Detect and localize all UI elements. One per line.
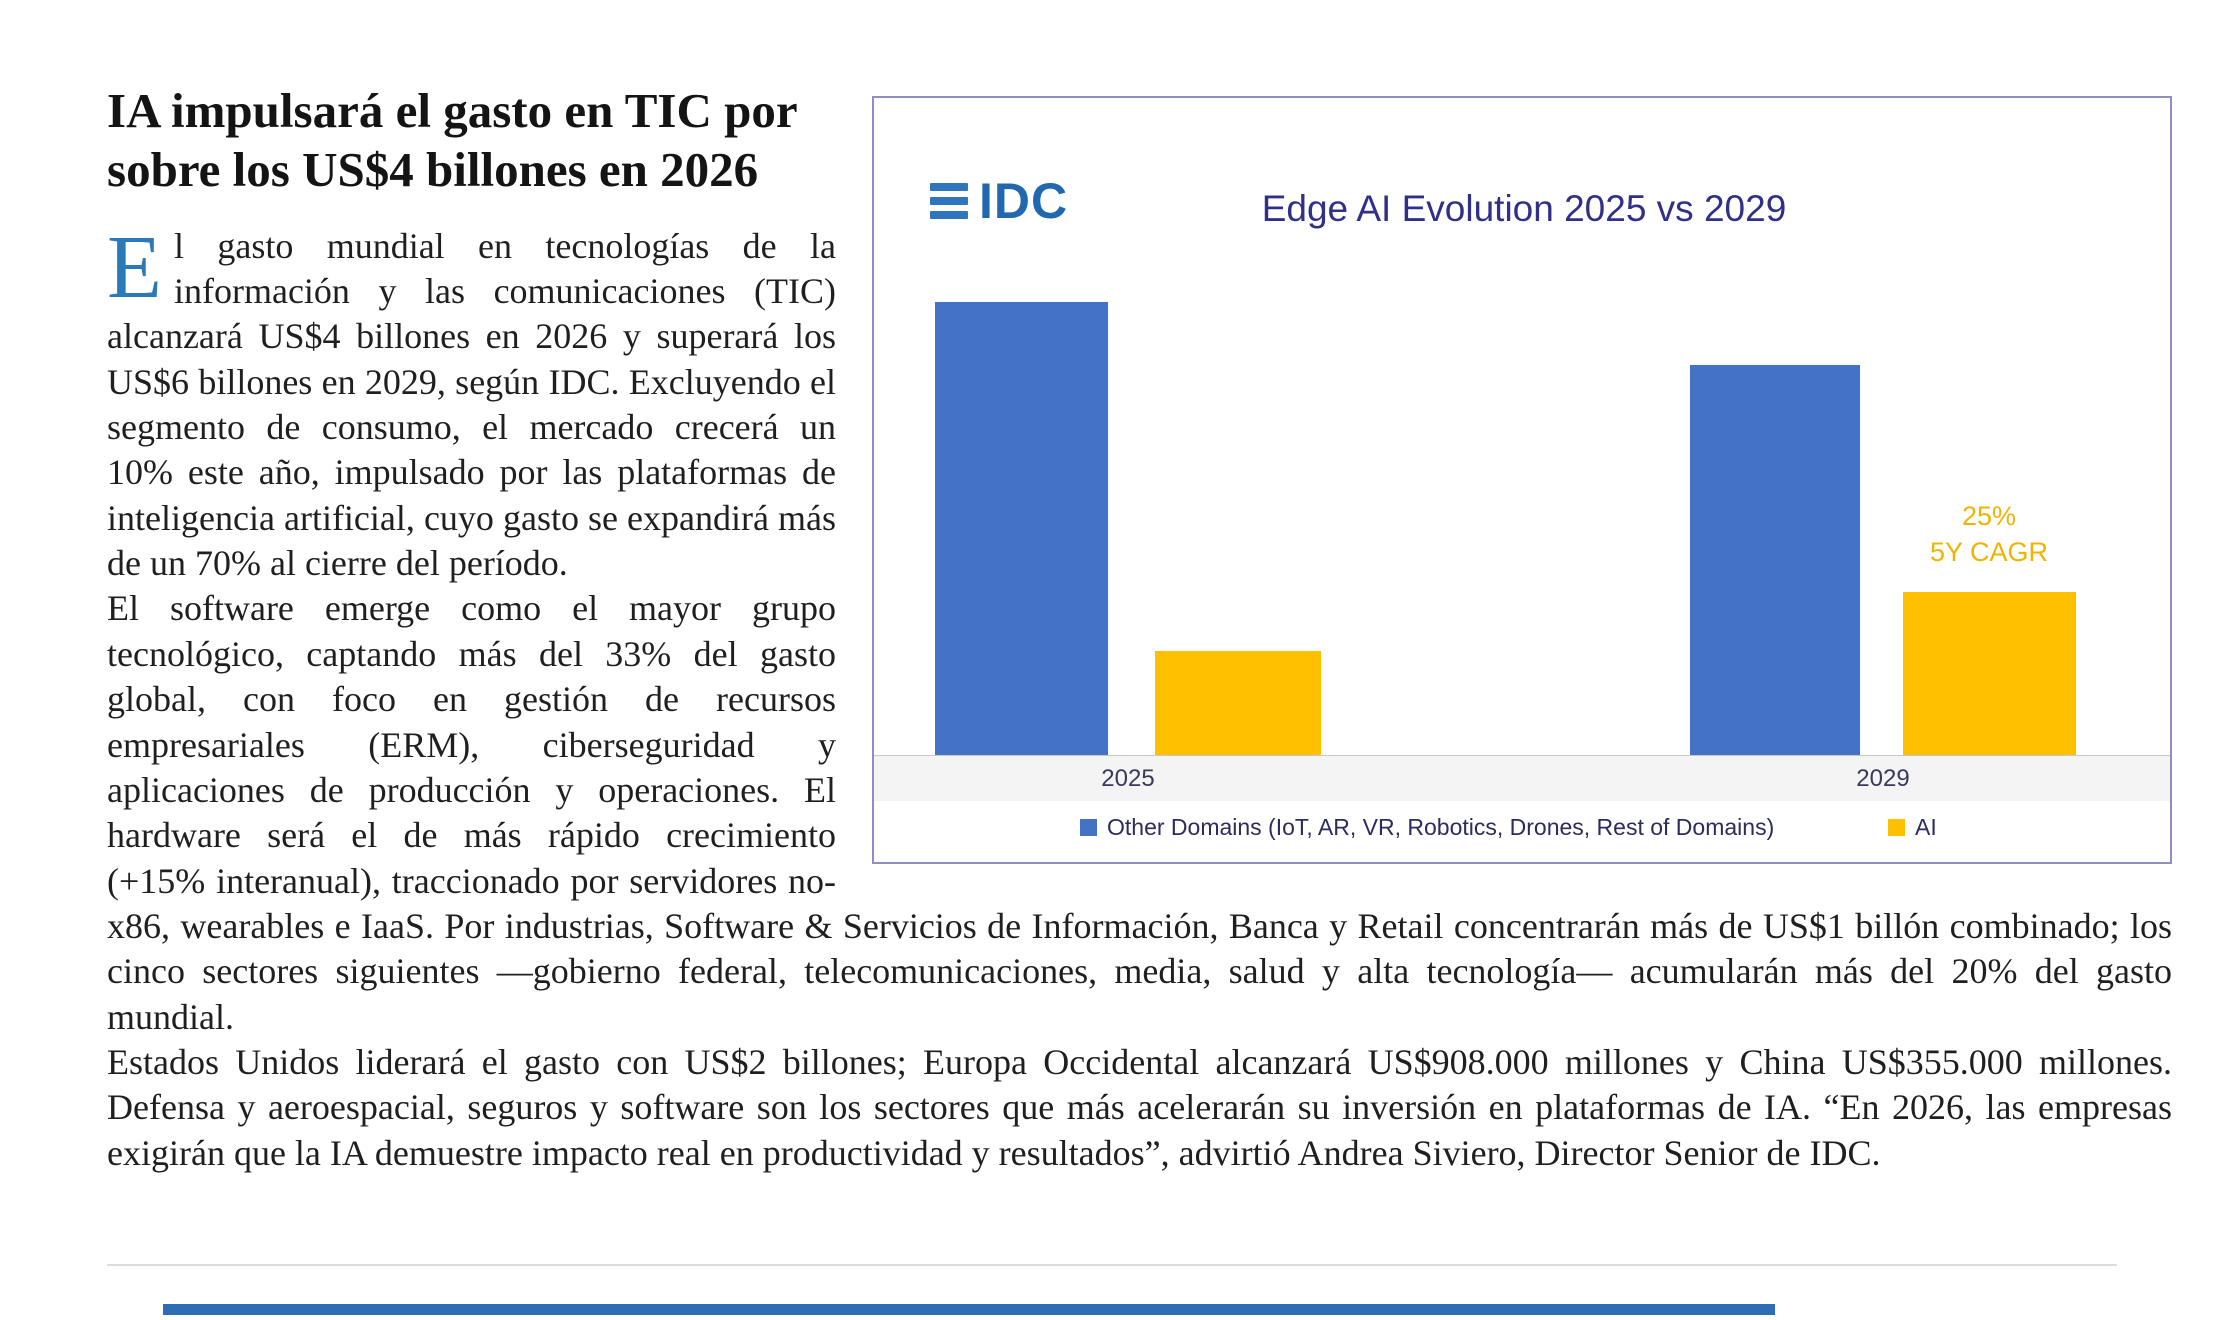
legend-label-ai: AI <box>1915 814 1937 840</box>
legend-item-ai: AI <box>1888 814 1937 841</box>
legend-item-other-domains: Other Domains (IoT, AR, VR, Robotics, Dr… <box>1080 814 1774 841</box>
next-section-top-bar <box>163 1304 1775 1315</box>
edge-ai-evolution-chart: IDC Edge AI Evolution 2025 vs 2029 25% 5… <box>872 96 2172 864</box>
legend-swatch-other-domains <box>1080 819 1097 836</box>
article-paragraph-3: Estados Unidos liderará el gasto con US$… <box>107 1042 2172 1173</box>
section-divider <box>107 1264 2117 1266</box>
cagr-label: 5Y CAGR <box>1929 537 2049 568</box>
dropcap-letter: E <box>107 217 162 317</box>
legend-swatch-ai <box>1888 819 1905 836</box>
chart-legend: Other Domains (IoT, AR, VR, Robotics, Dr… <box>874 814 2170 856</box>
x-tick-2025: 2025 <box>1101 765 1155 792</box>
cagr-annotation: 25% 5Y CAGR <box>1839 498 2139 571</box>
article-paragraph-2: El software emerge como el mayor grupo t… <box>107 588 2172 1037</box>
bar-other-domains-2025 <box>935 302 1108 755</box>
idc-logo-text: IDC <box>979 173 1069 229</box>
bar-ai-2029 <box>1903 592 2076 755</box>
chart-plot-area: 25% 5Y CAGR <box>874 98 2170 755</box>
article-content: IDC Edge AI Evolution 2025 vs 2029 25% 5… <box>107 56 2172 1176</box>
x-axis-band: 2025 2029 <box>874 755 2170 801</box>
bar-ai-2025 <box>1155 651 1321 755</box>
paragraph-1-text: l gasto mundial en tecnologías de la inf… <box>107 225 836 584</box>
x-tick-2029: 2029 <box>1856 765 1910 792</box>
article-headline: IA impulsará el gasto en TIC por sobre l… <box>107 83 797 197</box>
cagr-value: 25% <box>1961 501 2017 531</box>
bar-other-domains-2029 <box>1690 365 1860 755</box>
legend-label-other-domains: Other Domains (IoT, AR, VR, Robotics, Dr… <box>1107 814 1775 840</box>
idc-logo-bars-icon <box>930 183 968 219</box>
chart-title: Edge AI Evolution 2025 vs 2029 <box>1261 188 1787 229</box>
idc-logo: IDC <box>930 172 1068 230</box>
